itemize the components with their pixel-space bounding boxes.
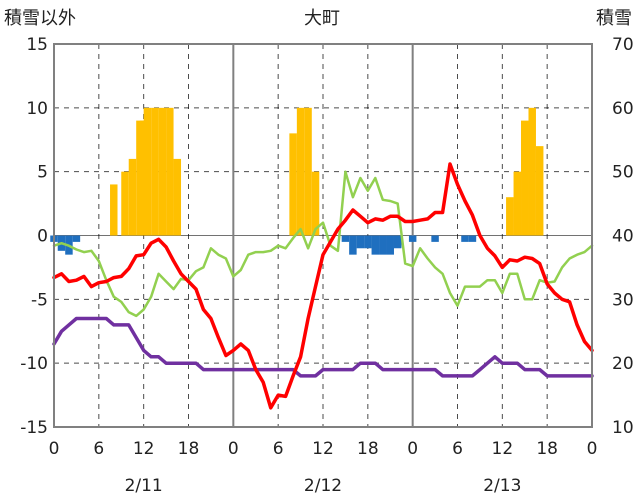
snowfall-bar <box>128 158 137 236</box>
snowfall-bar <box>311 171 320 236</box>
left-axis-title: 積雪以外 <box>4 8 76 29</box>
x-tick-label: 18 <box>357 439 379 459</box>
date-label: 2/12 <box>304 476 342 496</box>
x-tick-label: 18 <box>536 439 558 459</box>
snowfall-bar <box>506 197 514 236</box>
plot-border <box>53 43 593 428</box>
snowfall-bar <box>521 120 529 236</box>
x-tick-label: 0 <box>228 439 239 459</box>
x-tick-label: 0 <box>49 439 60 459</box>
x-tick-label: 18 <box>178 439 200 459</box>
x-tick-label: 6 <box>273 439 284 459</box>
left-tick-label: -5 <box>31 290 48 310</box>
snowfall-bar <box>166 107 174 236</box>
snowfall-bar <box>296 107 305 236</box>
precip-bar <box>431 235 439 242</box>
snowfall-bar <box>304 107 312 236</box>
x-tick-label: 12 <box>312 439 334 459</box>
snow_depth-line <box>52 316 594 378</box>
snowfall-bar <box>513 171 522 236</box>
right-tick-label: 70 <box>612 35 634 55</box>
snowfall-bar <box>143 107 152 236</box>
x-tick-label: 6 <box>93 439 104 459</box>
snowfall-bar <box>173 158 182 236</box>
precip-bar <box>386 235 394 255</box>
left-tick-label: 15 <box>26 35 48 55</box>
plot-frame <box>53 43 593 428</box>
right-tick-label: 30 <box>612 290 634 310</box>
right-tick-label: 10 <box>612 418 634 438</box>
left-tick-label: 10 <box>26 99 48 119</box>
left-tick-label: -10 <box>20 354 48 374</box>
left-tick-label: 5 <box>37 163 48 183</box>
x-tick-label: 12 <box>133 439 155 459</box>
precip-bar <box>468 235 477 242</box>
snowfall-bar <box>151 107 159 236</box>
date-label: 2/11 <box>125 476 163 496</box>
precip-bar <box>393 235 402 249</box>
snowfall-bar <box>528 107 536 236</box>
right-axis-title: 積雪 <box>596 8 632 29</box>
date-label: 2/13 <box>483 476 521 496</box>
x-tick-label: 12 <box>492 439 514 459</box>
right-tick-label: 20 <box>612 354 634 374</box>
snowfall-bar <box>535 146 544 236</box>
precip-bar <box>408 235 417 242</box>
precip-bar <box>72 235 81 242</box>
precip-bar <box>341 235 350 242</box>
right-tick-label: 40 <box>612 227 634 247</box>
left-tick-label: 0 <box>37 227 48 247</box>
snowfall-bar <box>110 184 118 236</box>
x-tick-label: 6 <box>452 439 463 459</box>
x-tick-label: 0 <box>587 439 598 459</box>
x-tick-labels: 0 6 12 18 0 6 12 18 0 6 12 18 0 <box>49 439 598 459</box>
precip-bar <box>379 235 387 255</box>
snowfall-bar <box>121 171 129 236</box>
x-tick-label: 0 <box>407 439 418 459</box>
precip-bar <box>371 235 380 255</box>
right-tick-label: 60 <box>612 99 634 119</box>
precip-bar <box>349 235 357 255</box>
left-tick-labels: 15 10 5 0 -5 -10 -15 <box>20 35 48 438</box>
snowfall-bar <box>158 107 167 236</box>
date-labels: 2/11 2/12 2/13 <box>125 476 522 496</box>
precip-bar <box>364 235 372 249</box>
right-tick-label: 50 <box>612 163 634 183</box>
humidity-line <box>52 170 594 318</box>
precip-bar <box>461 235 469 242</box>
bar-series <box>50 107 544 255</box>
snowfall-bar <box>289 133 297 236</box>
chart-title: 大町 <box>304 8 340 29</box>
precip-bar <box>356 235 365 249</box>
line-series <box>52 162 594 410</box>
temperature-line <box>52 162 594 410</box>
left-tick-label: -15 <box>20 418 48 438</box>
right-tick-labels: 70 60 50 40 30 20 10 <box>612 35 634 438</box>
